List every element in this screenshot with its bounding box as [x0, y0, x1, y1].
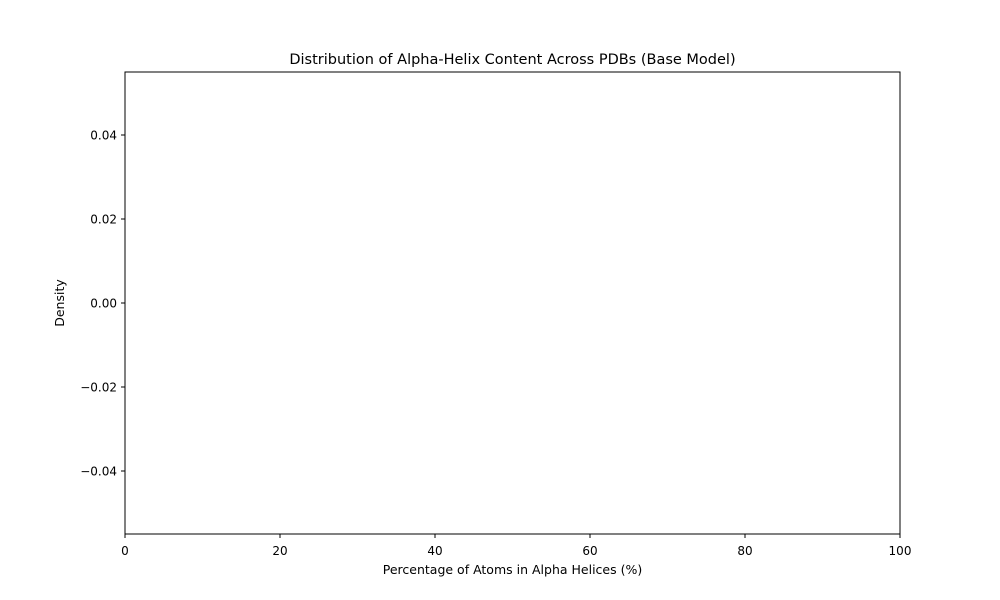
x-tick-label: 100 — [889, 544, 912, 558]
y-tick-label: 0.04 — [90, 129, 117, 143]
x-axis-label: Percentage of Atoms in Alpha Helices (%) — [383, 562, 642, 577]
plot-area — [124, 71, 901, 535]
x-tick-label: 20 — [272, 544, 287, 558]
x-tick-label: 80 — [737, 544, 752, 558]
x-tick-label: 0 — [121, 544, 129, 558]
plot-frame — [124, 71, 901, 535]
y-tick-label: 0.00 — [90, 297, 117, 311]
y-tick-label: 0.02 — [90, 213, 117, 227]
y-tick-label: −0.04 — [80, 465, 117, 479]
x-axis: 0 20 40 60 80 100 — [121, 534, 911, 558]
y-axis-label: Density — [52, 279, 67, 327]
y-axis: −0.04 −0.02 0.00 0.02 0.04 — [80, 129, 125, 479]
x-tick-label: 40 — [427, 544, 442, 558]
y-tick-label: −0.02 — [80, 381, 117, 395]
x-tick-label: 60 — [582, 544, 597, 558]
chart-title: Distribution of Alpha-Helix Content Acro… — [289, 52, 735, 68]
